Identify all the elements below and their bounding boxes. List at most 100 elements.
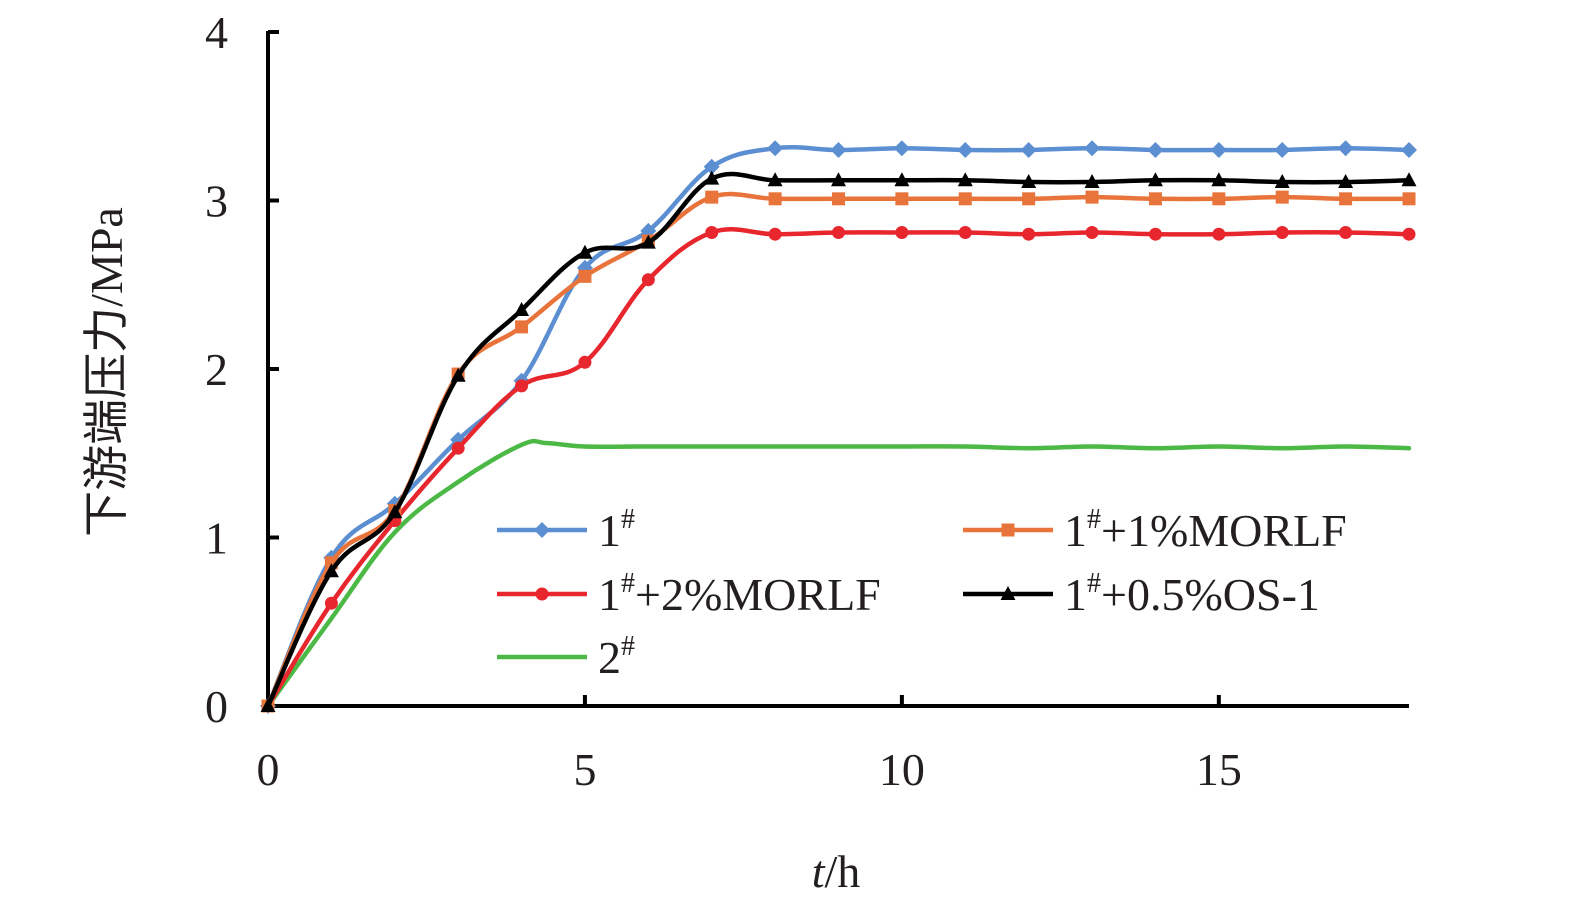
data-point xyxy=(768,227,782,241)
data-point xyxy=(894,172,910,187)
x-axis-label-italic: t xyxy=(812,846,826,897)
data-point xyxy=(1022,227,1036,241)
legend-marker xyxy=(535,587,549,601)
data-point xyxy=(832,192,845,206)
data-point xyxy=(515,320,529,334)
x-tick-label: 10 xyxy=(879,744,925,795)
data-point xyxy=(704,170,720,185)
legend-item: 2# xyxy=(497,631,635,683)
legend-label: 1#+0.5%OS-1 xyxy=(1064,568,1320,620)
data-point xyxy=(767,140,784,157)
series-layer xyxy=(260,140,1417,714)
data-point xyxy=(577,244,593,259)
data-point xyxy=(514,302,530,317)
series-line xyxy=(265,191,1412,709)
legend-item: 1# xyxy=(497,504,635,556)
y-tick-label: 2 xyxy=(205,344,228,395)
series-3 xyxy=(260,170,1417,712)
data-point xyxy=(1212,227,1226,241)
data-point xyxy=(1402,227,1416,241)
legend-label-sup: # xyxy=(621,568,635,599)
legend-label: 1# xyxy=(598,504,635,556)
data-point xyxy=(1339,192,1353,206)
y-tick-label: 1 xyxy=(205,513,228,564)
data-point xyxy=(323,563,339,578)
data-point xyxy=(957,141,974,158)
series-line xyxy=(265,438,1412,709)
data-point xyxy=(958,192,972,206)
data-point xyxy=(451,441,465,455)
data-point xyxy=(1022,192,1036,206)
data-point xyxy=(958,226,972,240)
y-axis-title: 下游端压力/MPa xyxy=(81,207,132,537)
data-point xyxy=(578,269,592,283)
data-point xyxy=(640,234,656,249)
data-point xyxy=(1210,141,1227,158)
legend-label-name: 2 xyxy=(598,632,621,683)
x-tick-label: 15 xyxy=(1196,744,1242,795)
data-point xyxy=(1339,226,1353,240)
data-point xyxy=(1401,172,1417,187)
legend-label-name: 1 xyxy=(1064,569,1087,620)
data-point xyxy=(1084,140,1101,157)
data-point xyxy=(1275,226,1289,240)
x-axis-label-unit: /h xyxy=(825,846,861,897)
data-point xyxy=(578,355,592,369)
data-point xyxy=(832,226,845,240)
data-point xyxy=(260,698,276,712)
data-point xyxy=(893,140,910,157)
legend-label-suffix: +1%MORLF xyxy=(1101,505,1347,556)
data-point xyxy=(831,172,846,187)
data-point xyxy=(830,141,847,158)
legend-item: 1#+2%MORLF xyxy=(497,568,881,620)
data-point xyxy=(705,190,719,204)
data-point xyxy=(703,158,720,175)
data-point xyxy=(1274,173,1290,188)
y-tick-label: 3 xyxy=(205,176,228,227)
legend-label-suffix: +0.5%OS-1 xyxy=(1101,569,1320,620)
legend-label: 1#+2%MORLF xyxy=(598,568,881,620)
data-point xyxy=(1211,172,1227,187)
legend-marker xyxy=(1001,523,1015,537)
y-axis-label: 下游端压力/MPa xyxy=(81,207,132,537)
legend-label-sup: # xyxy=(1087,504,1101,535)
data-point xyxy=(1275,190,1289,204)
data-point xyxy=(1021,173,1037,188)
data-point xyxy=(1402,192,1416,206)
series-4 xyxy=(265,438,1412,709)
series-1 xyxy=(261,190,1416,713)
legend-label: 2# xyxy=(598,631,635,683)
legend-label-name: 1 xyxy=(1064,505,1087,556)
legend-label-suffix: +2%MORLF xyxy=(635,569,881,620)
x-tick-label: 0 xyxy=(257,744,280,795)
data-point xyxy=(1212,192,1226,206)
legend-item: 1#+1%MORLF xyxy=(963,504,1347,556)
legend-label-sup: # xyxy=(621,631,635,662)
legend-label-name: 1 xyxy=(598,569,621,620)
series-2 xyxy=(261,226,1416,713)
legend-label-sup: # xyxy=(1087,568,1101,599)
legend-item: 1#+0.5%OS-1 xyxy=(963,568,1320,620)
axes: 0 1 2 3 4 0 5 10 15 xyxy=(205,7,1409,795)
y-tick-label: 0 xyxy=(205,681,228,732)
data-point xyxy=(1401,141,1417,158)
data-point xyxy=(957,172,973,187)
data-point xyxy=(895,226,909,240)
x-axis-label: t/h xyxy=(812,846,861,897)
data-point xyxy=(1337,140,1354,157)
data-point xyxy=(1274,141,1291,158)
x-tick-label: 5 xyxy=(573,744,596,795)
data-point xyxy=(705,226,719,240)
series-line xyxy=(265,171,1412,709)
legend-marker xyxy=(534,522,550,538)
data-point xyxy=(387,504,403,519)
data-point xyxy=(515,379,529,393)
data-point xyxy=(895,192,909,206)
legend-marker xyxy=(1000,586,1016,600)
data-point xyxy=(1148,227,1162,241)
data-point xyxy=(1020,141,1037,158)
data-point xyxy=(1338,173,1354,188)
legend-label-sup: # xyxy=(621,504,635,535)
data-point xyxy=(768,192,782,206)
